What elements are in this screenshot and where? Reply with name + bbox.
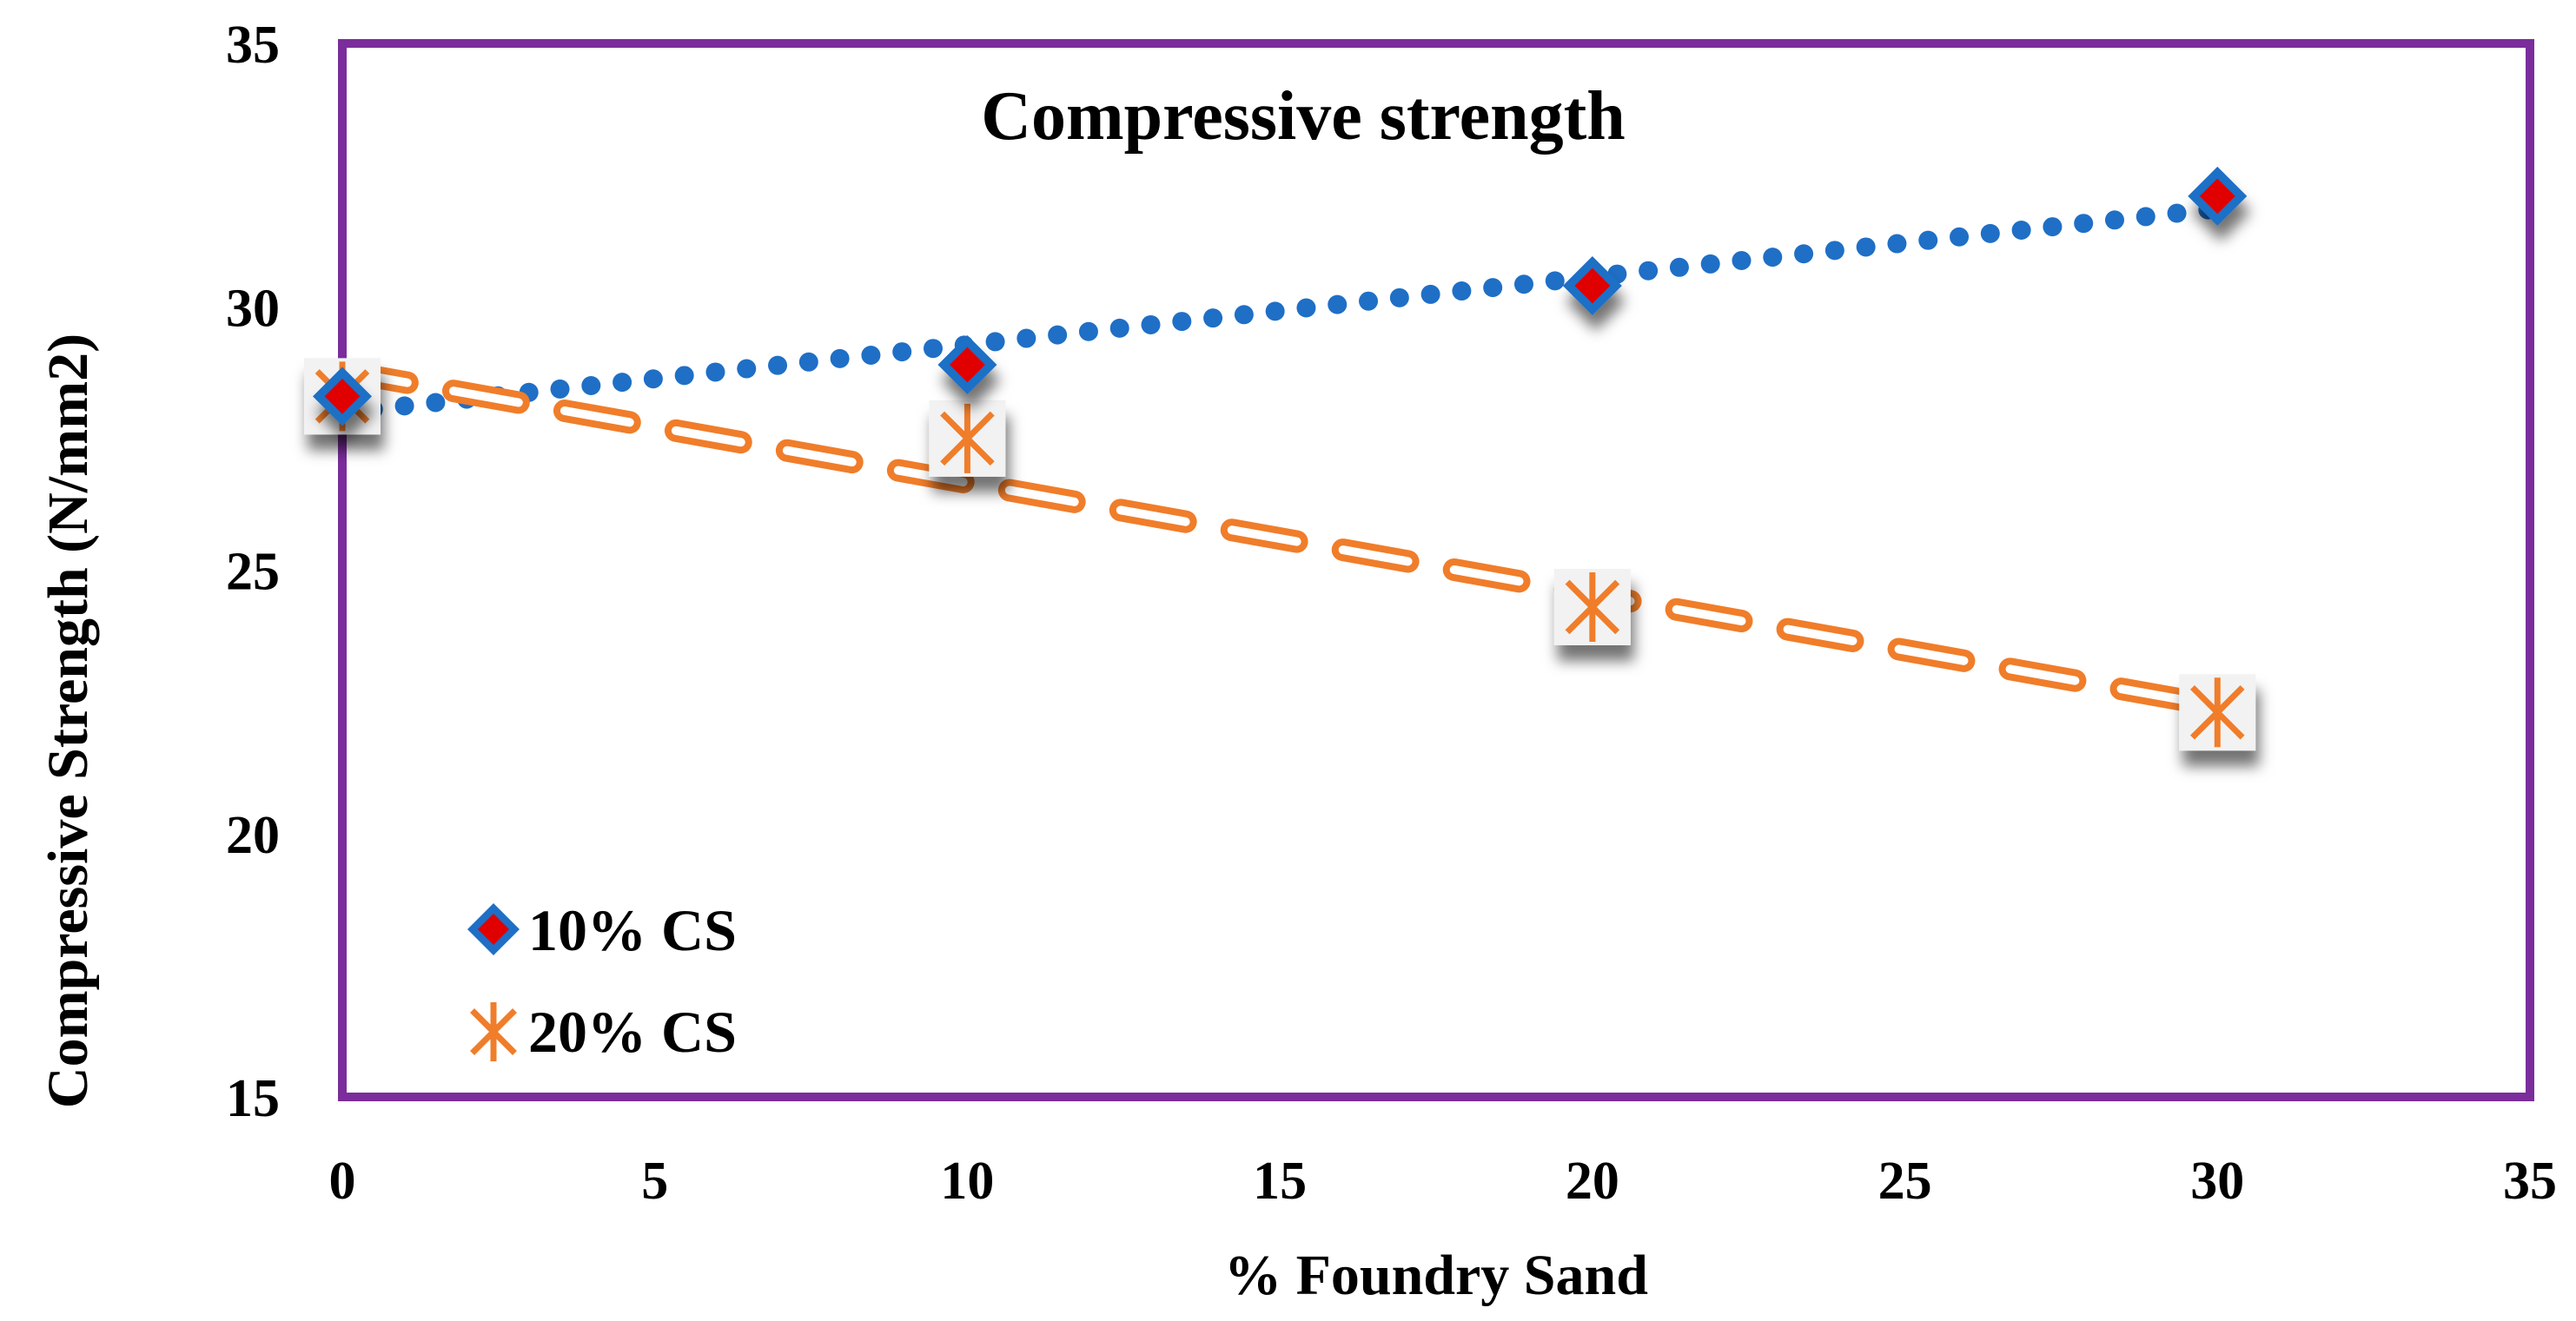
diamond-fill [1574,268,1611,304]
y-tick-label: 15 [226,1069,280,1128]
legend-marker-10cs [467,903,520,955]
x-axis-title: % Foundry Sand [1224,1244,1648,1307]
y-tick-label: 35 [226,16,280,75]
chart-title: Compressive strength [981,78,1625,155]
x-tick-label: 20 [1566,1152,1619,1211]
series-markers [304,166,2256,751]
series-10cs-point [2188,166,2248,226]
y-axis-ticks: 15 20 25 30 35 [226,16,280,1128]
legend-marker-20cs [470,1002,517,1061]
diamond-fill [324,378,361,414]
x-tick-label: 25 [1878,1152,1932,1211]
legend-star [470,1002,517,1061]
series-lines [331,199,2229,717]
y-tick-label: 20 [226,806,280,865]
x-tick-label: 10 [940,1152,994,1211]
series-10cs-trendline [333,199,2228,423]
x-tick-label: 30 [2190,1152,2244,1211]
y-tick-label: 25 [226,543,280,602]
y-axis-title: Compressive Strength (N/mm2) [36,334,100,1108]
diamond-fill [2199,178,2235,215]
plot-area-border [338,39,2534,1101]
diamond-fill [478,914,509,945]
series-20cs-point [929,400,1006,477]
series-10cs-point [937,334,997,394]
diamond-fill [950,347,985,383]
series-10cs-point [313,367,372,426]
legend-label-10cs: 10% CS [528,897,737,963]
legend-label-20cs: 20% CS [528,999,737,1065]
x-tick-label: 35 [2503,1152,2557,1211]
series-20cs-point [1553,568,1631,645]
x-tick-label: 15 [1253,1152,1307,1211]
x-tick-label: 0 [329,1152,356,1211]
series-20cs-trendline-inner [338,367,2222,710]
series-20cs-point [2179,674,2256,751]
x-axis-ticks: 0 5 10 15 20 25 30 35 [329,1152,2558,1211]
series-20cs-trendline [331,360,2229,717]
series-10cs-point [1562,255,1622,315]
x-tick-label: 5 [641,1152,668,1211]
legend-diamond [467,903,520,955]
legend: 10% CS 20% CS [467,897,737,1065]
y-tick-label: 30 [226,279,280,338]
